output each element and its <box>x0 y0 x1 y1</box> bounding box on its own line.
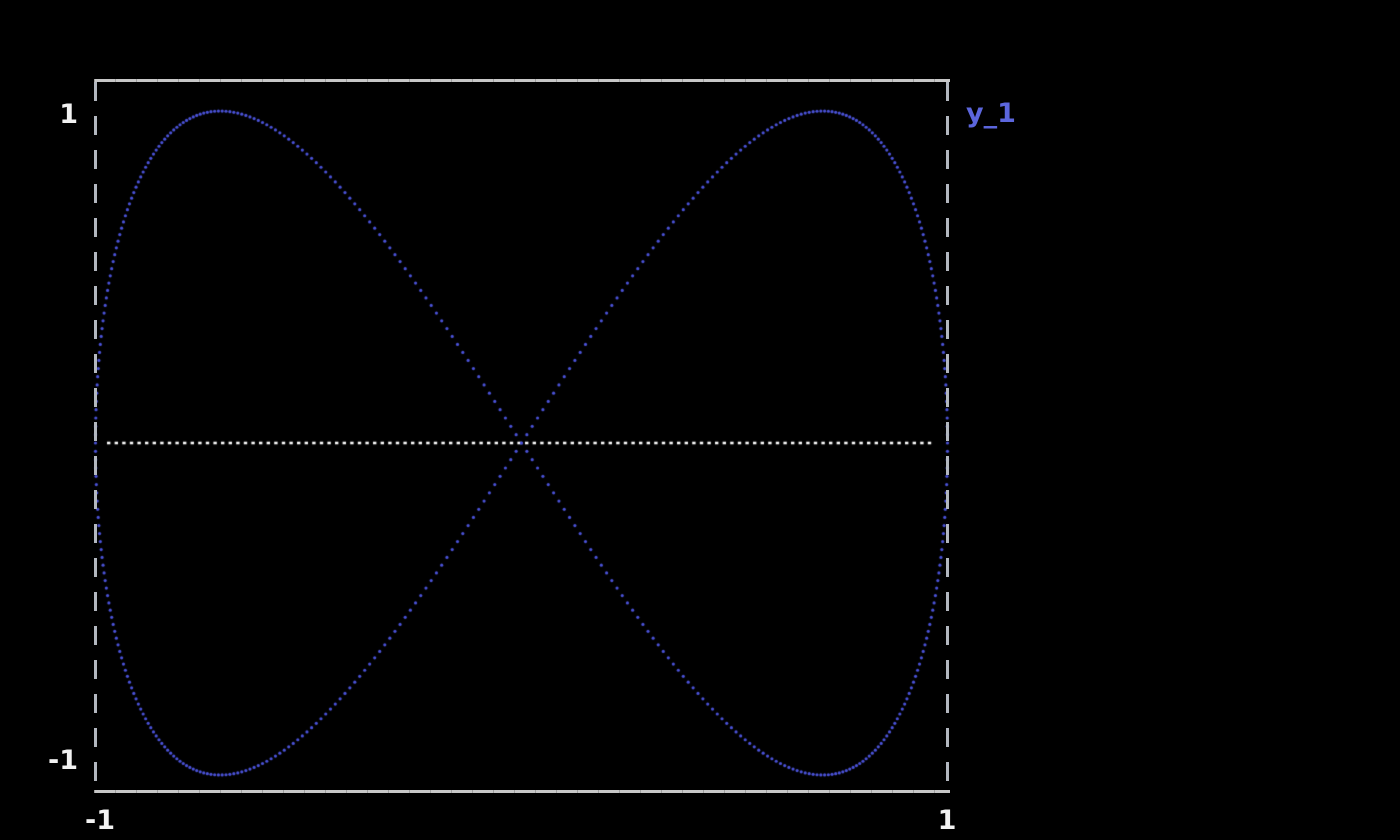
x-axis-tick-label-min: -1 <box>85 805 115 836</box>
plot-frame-bottom-border <box>94 790 950 793</box>
x-axis-tick-label-max: 1 <box>937 805 957 836</box>
y-axis-tick-label-max: 1 <box>59 99 78 130</box>
plot-frame-left-border <box>94 82 97 790</box>
series-legend-label: y_1 <box>966 98 1016 129</box>
y-axis-tick-label-min: -1 <box>48 745 78 776</box>
plot-frame-right-border <box>946 82 949 790</box>
plot-frame-top-border <box>94 79 950 82</box>
